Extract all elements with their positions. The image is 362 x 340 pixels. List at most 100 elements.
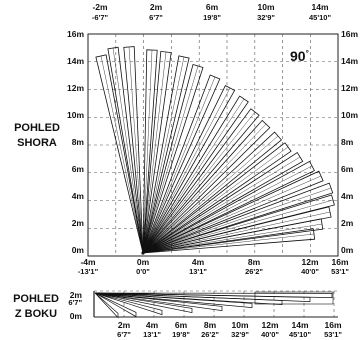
side-axis-label-ft: 53'1" bbox=[324, 330, 342, 339]
detection-zone-axis bbox=[142, 65, 199, 254]
detection-zone-axis bbox=[142, 165, 313, 254]
side-axis-label-ft: 40'0" bbox=[261, 330, 279, 339]
side-view-label-line1: POHLED bbox=[13, 293, 59, 305]
side-view: POHLED Z BOKU 2m 6'7" 0m 2m 6'7" 4m 13'1… bbox=[13, 290, 342, 339]
side-axis-label-ft: 19'8" bbox=[172, 330, 190, 339]
bottom-axis-label-ft: 40'0" bbox=[301, 267, 319, 276]
right-axis-label: 8m bbox=[341, 137, 354, 147]
left-axis-label: 8m bbox=[72, 137, 85, 147]
side-detection-zone bbox=[94, 292, 253, 308]
top-axis-label: -2m bbox=[92, 2, 108, 12]
side-detection-zone bbox=[94, 292, 119, 319]
right-axis: 16m 14m 12m 10m 8m 6m 4m 2m 0m bbox=[341, 29, 358, 255]
detection-zone-axis bbox=[142, 87, 231, 254]
sensor-origin bbox=[141, 251, 145, 255]
right-axis-label: 2m bbox=[341, 218, 354, 228]
detection-zone-axis bbox=[142, 56, 185, 254]
left-axis-label: 10m bbox=[67, 110, 84, 120]
detection-zone-axis bbox=[142, 199, 334, 254]
detection-zone bbox=[107, 46, 144, 254]
left-axis-label: 6m bbox=[72, 164, 85, 174]
right-axis-label: 0m bbox=[341, 245, 354, 255]
side-detection-zone bbox=[94, 292, 223, 312]
top-axis-label: 6m bbox=[206, 2, 219, 12]
detection-zone bbox=[142, 95, 249, 254]
side-axis-label-ft: 45'10" bbox=[289, 330, 311, 339]
side-axis-label: 4m bbox=[146, 320, 159, 330]
top-view-detection-zones bbox=[95, 46, 335, 255]
side-detection-zone bbox=[254, 291, 334, 305]
detection-zone bbox=[123, 46, 144, 254]
bottom-axis: -4m -13'1" 0m 0'0" 4m 13'1" 8m 26'2" 12m… bbox=[78, 257, 350, 276]
detection-zone-axis bbox=[142, 51, 167, 254]
side-axis-label-ft: 26'2" bbox=[201, 330, 219, 339]
top-axis: -2m -6'7" 2m 6'7" 6m 19'8" 10m 32'9" 14m… bbox=[92, 2, 332, 22]
bottom-axis-label-ft: 26'2" bbox=[245, 267, 263, 276]
detection-zone-axis bbox=[142, 135, 279, 254]
top-axis-label-ft: 6'7" bbox=[149, 13, 163, 22]
side-view-label-line2: Z BOKU bbox=[15, 308, 57, 320]
detection-zone-axis bbox=[100, 55, 144, 254]
left-axis: 16m 14m 12m 10m 8m 6m 4m 2m 0m bbox=[67, 29, 84, 255]
top-axis-label: 10m bbox=[257, 2, 274, 12]
right-axis-label: 10m bbox=[341, 110, 358, 120]
bottom-axis-label: 12m bbox=[301, 257, 318, 267]
top-axis-label-ft: 45'10" bbox=[309, 13, 331, 22]
side-axis-label: 12m bbox=[261, 320, 278, 330]
side-axis-label: 14m bbox=[291, 320, 308, 330]
right-axis-label: 16m bbox=[341, 29, 358, 39]
left-axis-label: 14m bbox=[67, 56, 84, 66]
top-view-frame bbox=[87, 33, 339, 257]
detection-zone-axis bbox=[142, 156, 301, 254]
detection-zone-axis bbox=[142, 76, 216, 254]
detection-zone-axis bbox=[142, 233, 315, 254]
detection-zone-axis bbox=[142, 187, 332, 254]
side-left-label: 2m bbox=[70, 290, 83, 300]
side-axis-label: 2m bbox=[118, 320, 131, 330]
left-axis-label: 12m bbox=[67, 83, 84, 93]
bottom-axis-label-ft: 13'1" bbox=[189, 267, 207, 276]
side-left-label-ft: 6'7" bbox=[68, 298, 82, 307]
side-left-label: 0m bbox=[70, 311, 83, 321]
top-axis-label: 2m bbox=[150, 2, 163, 12]
detection-zone-axis bbox=[142, 123, 267, 254]
left-axis-label: 4m bbox=[72, 191, 85, 201]
detection-zone-axis bbox=[142, 146, 289, 254]
top-axis-label-ft: -6'7" bbox=[92, 13, 109, 22]
side-axis-label: 10m bbox=[231, 320, 248, 330]
detection-zone-axis bbox=[128, 46, 144, 254]
top-view-label-line2: SHORA bbox=[17, 137, 57, 149]
detection-zone-axis bbox=[142, 111, 256, 254]
top-axis-label-ft: 19'8" bbox=[203, 13, 221, 22]
bottom-axis-label-ft: 53'1" bbox=[331, 267, 349, 276]
bottom-axis-label: 8m bbox=[248, 257, 261, 267]
side-axis-label: 16m bbox=[324, 320, 341, 330]
left-axis-label: 2m bbox=[72, 218, 85, 228]
right-axis-label: 14m bbox=[341, 56, 358, 66]
top-view: POHLED SHORA 90° -2m -6'7" 2m 6'7" 6m 19… bbox=[14, 2, 358, 276]
top-axis-label: 14m bbox=[311, 2, 328, 12]
right-axis-label: 12m bbox=[341, 83, 358, 93]
side-axis-label-ft: 6'7" bbox=[117, 330, 131, 339]
side-view-detection-zones bbox=[94, 291, 334, 319]
detection-zone-axis bbox=[142, 211, 331, 254]
side-bottom-axis: 2m 6'7" 4m 13'1" 6m 19'8" 8m 26'2" 10m 3… bbox=[117, 320, 342, 339]
top-axis-label-ft: 32'9" bbox=[257, 13, 275, 22]
detection-zone-axis bbox=[142, 49, 153, 254]
side-axis-label: 8m bbox=[204, 320, 217, 330]
left-axis-label: 0m bbox=[72, 245, 85, 255]
detection-zone-axis bbox=[142, 223, 323, 254]
side-detection-zone bbox=[94, 292, 193, 314]
bottom-axis-label: 0m bbox=[137, 257, 150, 267]
side-detection-zone bbox=[94, 292, 283, 305]
side-axis-label: 6m bbox=[175, 320, 188, 330]
top-view-label-line1: POHLED bbox=[14, 122, 60, 134]
side-detection-zone bbox=[94, 292, 137, 318]
right-axis-label: 6m bbox=[341, 164, 354, 174]
side-axis-label-ft: 32'9" bbox=[231, 330, 249, 339]
bottom-axis-label-ft: -13'1" bbox=[78, 267, 99, 276]
detection-zone-axis bbox=[142, 98, 245, 254]
bottom-axis-label: 16m bbox=[331, 257, 348, 267]
bottom-axis-label-ft: 0'0" bbox=[136, 267, 150, 276]
